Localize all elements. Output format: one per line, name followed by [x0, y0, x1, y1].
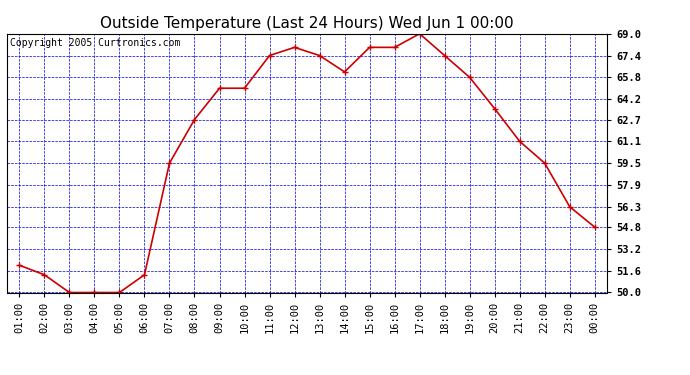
Title: Outside Temperature (Last 24 Hours) Wed Jun 1 00:00: Outside Temperature (Last 24 Hours) Wed …	[100, 16, 514, 31]
Text: Copyright 2005 Curtronics.com: Copyright 2005 Curtronics.com	[10, 38, 180, 48]
